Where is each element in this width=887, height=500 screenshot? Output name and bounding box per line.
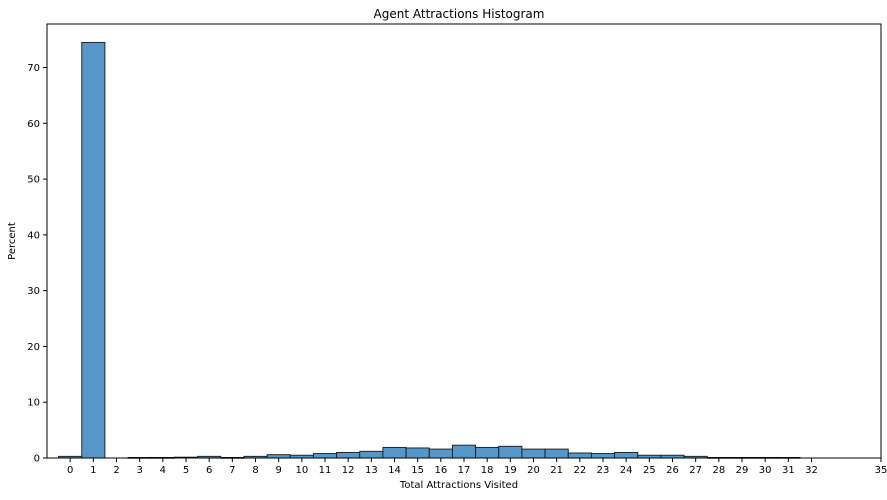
x-tick-label: 7 [229, 465, 235, 476]
histogram-bar [451, 444, 477, 459]
x-tick-label: 13 [365, 465, 378, 476]
y-tick-label: 30 [27, 286, 40, 297]
histogram-bar [81, 41, 106, 459]
x-tick-label: 29 [736, 465, 749, 476]
x-tick-label: 30 [759, 465, 772, 476]
x-tick-label: 2 [113, 465, 119, 476]
x-tick-label: 16 [434, 465, 447, 476]
x-tick-label: 17 [458, 465, 471, 476]
x-tick-label: 19 [504, 465, 517, 476]
chart-title: Agent Attractions Histogram [374, 7, 545, 21]
x-tick-label: 5 [183, 465, 189, 476]
x-tick-label: 0 [67, 465, 73, 476]
y-tick-label: 20 [27, 342, 40, 353]
y-tick-label: 70 [27, 63, 40, 74]
x-tick-label: 14 [388, 465, 401, 476]
x-tick-label: 24 [620, 465, 633, 476]
x-tick-label: 15 [411, 465, 424, 476]
histogram-bar [428, 448, 453, 459]
x-tick-label: 25 [643, 465, 656, 476]
x-tick-label: 1 [90, 465, 96, 476]
histogram-bar [475, 446, 500, 459]
y-tick-label: 0 [34, 454, 40, 465]
x-tick-label: 9 [275, 465, 281, 476]
x-tick-label: 8 [252, 465, 258, 476]
x-axis-ticks: 0 1 2 3 4 5 6 7 8 9 10 11 12 13 14 15 16 17 18 19 20 21 22 23 24… [67, 458, 887, 476]
histogram-bar [614, 451, 639, 459]
x-tick-label: 11 [319, 465, 332, 476]
y-axis-ticks: 0 10 20 30 40 50 60 70 [27, 63, 47, 465]
x-tick-label: 28 [712, 465, 725, 476]
histogram-bar [405, 447, 430, 459]
histogram-bar [498, 445, 523, 459]
y-axis-label: Percent [7, 222, 18, 260]
y-tick-label: 40 [27, 230, 40, 241]
x-tick-label: 23 [597, 465, 610, 476]
x-tick-label: 6 [206, 465, 212, 476]
y-tick-label: 50 [27, 175, 40, 186]
x-tick-label: 26 [666, 465, 679, 476]
x-tick-label: 3 [136, 465, 142, 476]
histogram-bar [567, 452, 592, 459]
x-tick-label: 27 [689, 465, 702, 476]
y-tick-label: 60 [27, 119, 40, 130]
histogram-bar [382, 446, 407, 459]
histogram-bar [359, 450, 384, 459]
x-tick-label: 12 [342, 465, 355, 476]
x-tick-label: 18 [481, 465, 494, 476]
x-tick-label: 32 [805, 465, 818, 476]
histogram-bar [336, 451, 361, 459]
plot-frame [46, 23, 882, 459]
x-tick-label: 20 [527, 465, 540, 476]
x-tick-label: 22 [573, 465, 586, 476]
x-axis-label: Total Attractions Visited [399, 480, 518, 491]
bars-layer [58, 41, 801, 459]
x-tick-label: 21 [550, 465, 563, 476]
x-tick-label: 10 [295, 465, 308, 476]
x-tick-label: 31 [782, 465, 795, 476]
histogram-bar [312, 453, 338, 459]
histogram-bar [544, 448, 569, 459]
y-tick-label: 10 [27, 398, 40, 409]
x-tick-label: 35 [875, 465, 887, 476]
histogram-bar [590, 453, 616, 459]
histogram-bar [521, 448, 546, 459]
histogram-bar [266, 454, 291, 459]
x-tick-label: 4 [160, 465, 166, 476]
